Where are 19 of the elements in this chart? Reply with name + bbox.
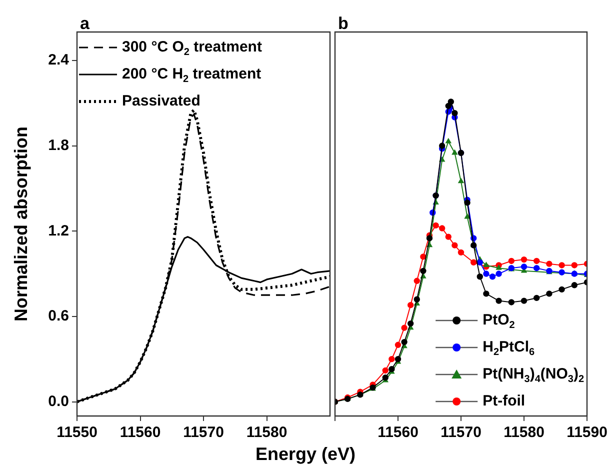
y-tick-label: 0.0 <box>48 392 69 410</box>
x-axis-title: Energy (eV) <box>254 444 357 465</box>
x-tick-label: 11550 <box>56 424 98 442</box>
x-tick-label: 11560 <box>120 424 161 442</box>
x-tick-label: 11560 <box>378 424 418 442</box>
x-tick-label: 11570 <box>440 424 482 442</box>
legend-label: Pt-foil <box>482 392 526 410</box>
x-tick-label: 11570 <box>183 424 224 442</box>
legend-label: Passivated <box>122 92 200 110</box>
chart-title: b <box>338 14 348 33</box>
y-tick-label: 1.8 <box>48 136 69 154</box>
x-tick-label: 11590 <box>566 424 608 442</box>
y-tick-label: 0.6 <box>48 308 69 325</box>
x-tick-label: 11580 <box>504 424 544 442</box>
x-tick-label: 11580 <box>246 424 288 442</box>
y-axis-title: Normalized absorption <box>10 126 31 322</box>
y-tick-label: 1.2 <box>48 222 69 240</box>
y-tick-label: 2.4 <box>48 52 70 69</box>
chart-title: a <box>80 14 90 33</box>
